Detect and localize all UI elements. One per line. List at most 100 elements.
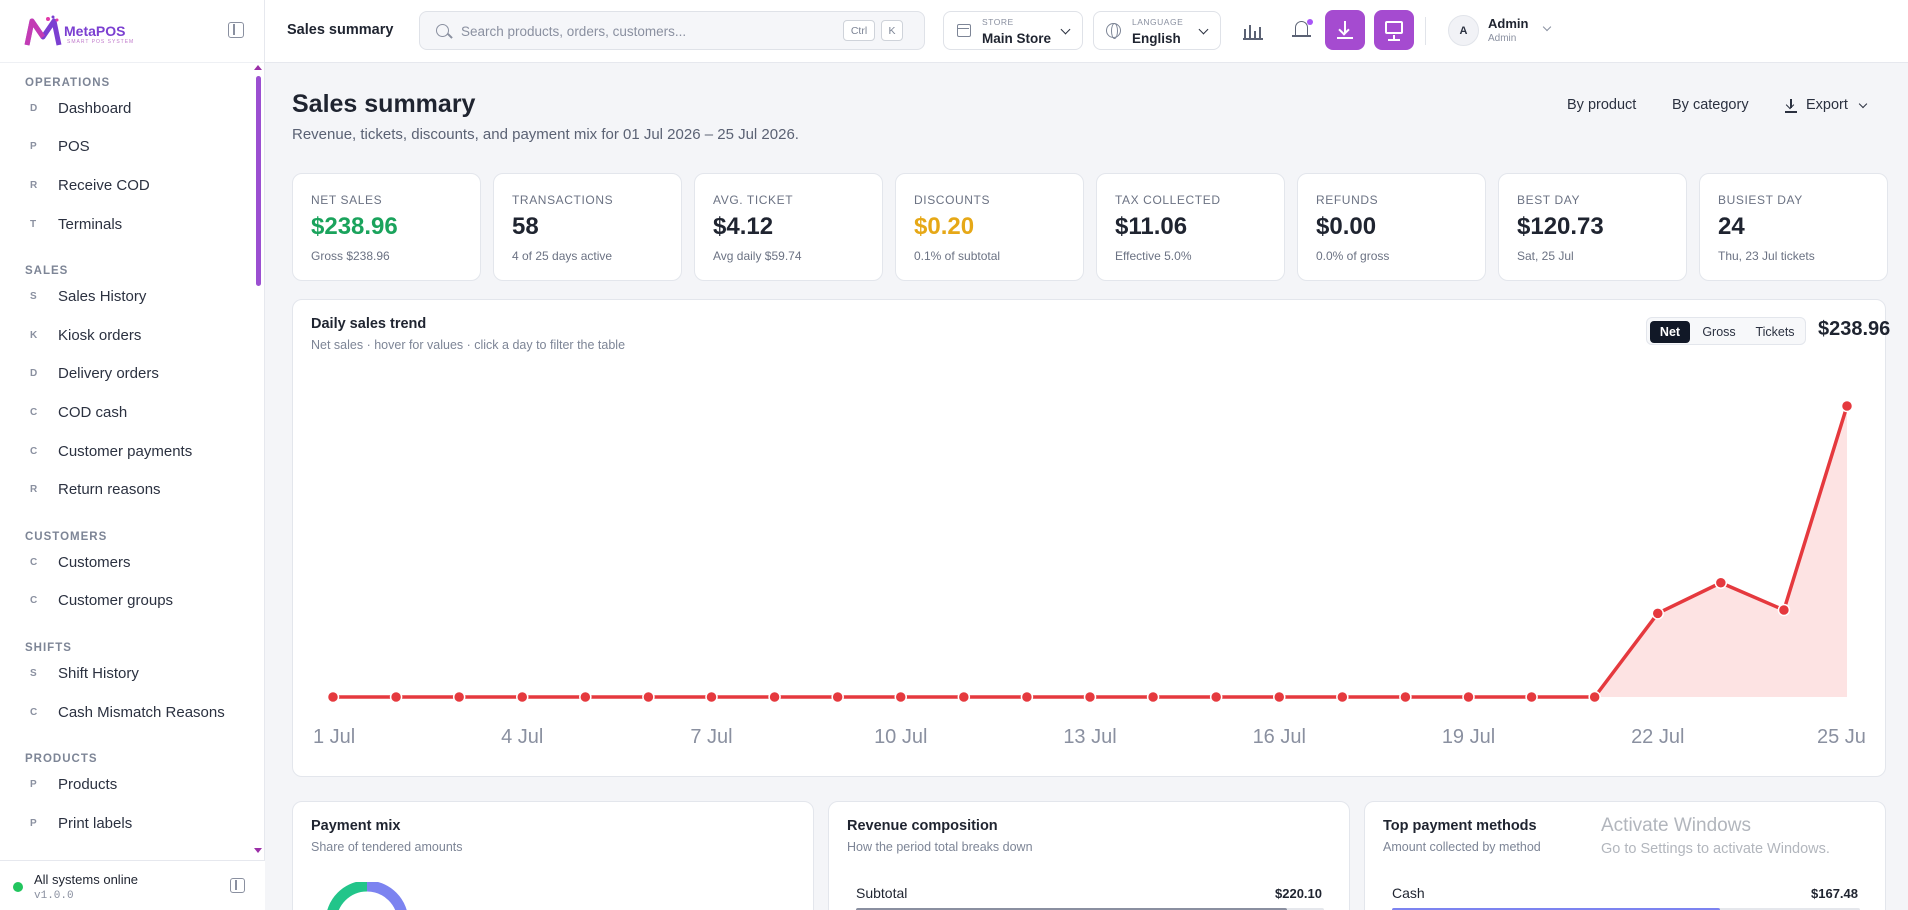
reports-icon[interactable] [1238,15,1268,45]
sidebar-item-letter: C [30,445,38,457]
x-tick-label: 16 Jul [1253,726,1306,748]
sidebar-item[interactable]: P Products [0,765,265,804]
version-text: v1.0.0 [34,890,74,902]
kpi-value: $238.96 [311,213,398,240]
avatar[interactable]: A [1448,15,1479,46]
trend-point[interactable] [705,690,718,704]
payment-mix-card: Payment mix Share of tendered amounts [292,801,814,910]
trend-point[interactable] [516,690,529,704]
download-icon[interactable] [1785,99,1797,113]
sidebar-item[interactable]: C Cash Mismatch Reasons [0,693,265,732]
trend-point[interactable] [1462,690,1475,704]
daily-sales-trend-card: Daily sales trend Net sales · hover for … [292,299,1890,778]
scroll-up-arrow[interactable] [254,65,262,70]
tab-net[interactable]: Net [1650,321,1690,343]
kpi-sub: Gross $238.96 [311,249,390,263]
kpi-card: AVG. TICKET $4.12 Avg daily $59.74 [694,173,883,281]
sidebar-item[interactable]: C Customer payments [0,432,265,471]
trend-point[interactable] [1651,607,1664,620]
notifications-bell-icon[interactable] [1287,15,1317,45]
sidebar-item-label: Print labels [58,814,133,832]
sidebar-scrollbar-thumb[interactable] [256,76,261,286]
sidebar-item[interactable]: S Sales History [0,277,265,316]
x-tick-label: 19 Jul [1442,726,1495,748]
user-name[interactable]: Admin [1488,16,1529,31]
topbar: Sales summary Ctrl K STORE Main Store LA… [265,0,1908,63]
tab-tickets[interactable]: Tickets [1755,325,1795,339]
language-select[interactable]: LANGUAGE English [1093,11,1221,50]
language-value: English [1132,31,1181,46]
sidebar-item[interactable]: C Customer groups [0,582,265,621]
kpi-card: TAX COLLECTED $11.06 Effective 5.0% [1096,173,1285,281]
sidebar-item[interactable]: C COD cash [0,393,265,432]
kpi-value: 58 [512,213,539,240]
pos-screen-button[interactable] [1374,10,1414,50]
trend-point[interactable] [1714,576,1728,590]
trend-point[interactable] [1273,690,1286,704]
trend-point[interactable] [1083,690,1097,704]
by-product-button[interactable]: By product [1567,97,1637,113]
brand-logo-icon [24,15,62,46]
trend-point[interactable] [452,690,466,704]
logo[interactable]: MetaPOS SMART POS SYSTEM [0,0,264,63]
payment-mix-donut[interactable] [321,882,411,910]
revenue-subtitle: How the period total breaks down [847,840,1033,854]
x-tick-label: 1 Jul [313,726,355,748]
kpi-card: BUSIEST DAY 24 Thu, 23 Jul tickets [1699,173,1888,281]
trend-point[interactable] [768,690,781,704]
trend-point[interactable] [831,690,844,704]
sidebar-collapse-icon[interactable] [228,22,244,38]
user-menu-chevron-icon[interactable] [1542,22,1552,32]
sidebar-item[interactable]: P Print labels [0,804,265,843]
kpi-sub: Effective 5.0% [1115,249,1192,263]
cash-label: Cash [1392,885,1425,901]
sidebar-item[interactable]: T Terminals [0,205,265,244]
export-button[interactable]: Export [1806,97,1848,113]
kpi-label: BUSIEST DAY [1718,193,1803,207]
search-input[interactable] [461,21,801,41]
trend-point[interactable] [326,690,340,704]
sidebar-item-letter: P [30,779,37,791]
trend-point[interactable] [1336,690,1349,704]
kpi-label: TAX COLLECTED [1115,193,1221,207]
search-box[interactable]: Ctrl K [419,11,925,50]
trend-point[interactable] [1146,690,1160,704]
trend-point[interactable] [1399,690,1412,704]
tab-gross[interactable]: Gross [1702,325,1736,339]
sidebar-item-label: Receive COD [58,176,150,194]
x-tick-label: 10 Jul [874,726,927,748]
sidebar-item-letter: C [30,706,38,718]
chevron-down-icon[interactable] [1858,99,1868,109]
trend-point[interactable] [1525,690,1538,704]
trend-point[interactable] [389,690,403,704]
sidebar-item[interactable]: K Kiosk orders [0,316,265,355]
sidebar-item[interactable]: R Return reasons [0,470,265,509]
trend-point[interactable] [579,690,592,704]
trend-point[interactable] [642,690,655,704]
sidebar-item[interactable]: C Customers [0,543,265,582]
sidebar-item[interactable]: P POS [0,128,265,167]
sidebar-item[interactable]: D Delivery orders [0,355,265,394]
daily-sales-chart[interactable]: 1 Jul 4 Jul 7 Jul 10 Jul 13 Jul 16 Jul 19 Jul 2… [293,300,1887,778]
sidebar-item-label: Cash Mismatch Reasons [58,703,225,721]
by-category-button[interactable]: By category [1672,97,1749,113]
trend-point[interactable] [1020,690,1034,704]
trend-point[interactable] [1840,399,1854,413]
sidebar-item-label: Customers [58,553,131,571]
trend-point[interactable] [1777,603,1791,617]
sidebar-item-label: Products [58,776,118,794]
trend-point[interactable] [1588,690,1601,704]
sidebar-item[interactable]: S Shift History [0,654,265,693]
scroll-down-arrow[interactable] [254,848,262,853]
kpi-value: $11.06 [1115,213,1188,240]
subtotal-value: $220.10 [1275,886,1322,901]
trend-point[interactable] [894,690,907,704]
sidebar-item[interactable]: D Dashboard [0,89,265,128]
sidebar-item[interactable]: R Receive COD [0,166,265,205]
subtotal-label: Subtotal [856,885,908,901]
sidebar-toggle-icon[interactable] [230,878,245,893]
download-button[interactable] [1325,10,1365,50]
store-select[interactable]: STORE Main Store [943,11,1083,50]
trend-point[interactable] [1209,690,1223,704]
trend-point[interactable] [957,690,971,704]
